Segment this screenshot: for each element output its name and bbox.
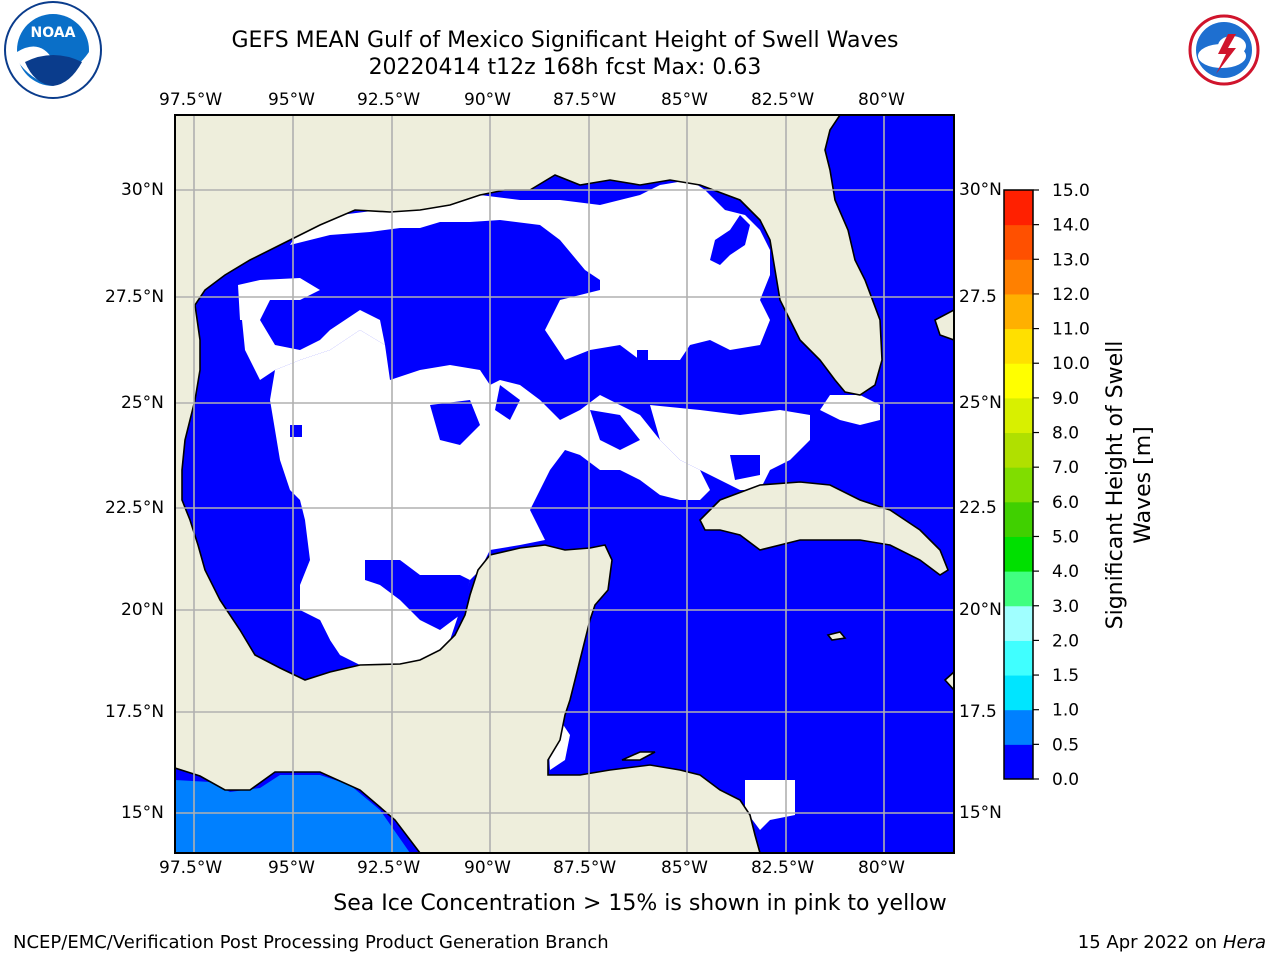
lat-label-left: 27.5°N bbox=[105, 287, 165, 307]
map-frame bbox=[174, 114, 955, 854]
colorbar-swatch bbox=[1004, 224, 1033, 260]
land bbox=[175, 115, 954, 853]
colorbar-swatch bbox=[1004, 397, 1033, 434]
graticule bbox=[175, 115, 954, 853]
swell-patches bbox=[290, 215, 760, 650]
lon-label-bottom: 87.5°W bbox=[553, 858, 617, 878]
colorbar-swatch bbox=[1004, 744, 1033, 780]
colorbar-tick-label: 13.0 bbox=[1052, 250, 1090, 270]
colorbar-tick-label: 10.0 bbox=[1052, 354, 1090, 374]
lon-label-top: 80°W bbox=[858, 90, 905, 110]
colorbar-swatch bbox=[1004, 571, 1033, 607]
colorbar-swatch bbox=[1004, 640, 1033, 676]
colorbar-swatch bbox=[1004, 328, 1033, 364]
lon-label-top: 82.5°W bbox=[751, 90, 815, 110]
lat-label-right: 25°N bbox=[959, 393, 1002, 413]
lon-label-bottom: 97.5°W bbox=[159, 858, 223, 878]
colorbar-tick-label: 2.0 bbox=[1052, 631, 1079, 651]
colorbar-swatch bbox=[1004, 709, 1033, 745]
colorbar-tick-label: 9.0 bbox=[1052, 389, 1079, 409]
chart-subtitle: 20220414 t12z 168h fcst Max: 0.63 bbox=[368, 55, 762, 80]
lon-label-bottom: 80°W bbox=[858, 858, 905, 878]
nws-logo bbox=[1176, 2, 1272, 98]
colorbar-swatch bbox=[1004, 293, 1033, 330]
noaa-label: NOAA bbox=[31, 25, 76, 41]
lon-label-bottom: 92.5°W bbox=[357, 858, 421, 878]
date-text: 15 Apr 2022 on bbox=[1077, 932, 1223, 953]
colorbar-tick-label: 8.0 bbox=[1052, 424, 1079, 444]
colorbar-tick-label: 12.0 bbox=[1052, 285, 1090, 305]
colorbar-tick-label: 3.0 bbox=[1052, 597, 1079, 617]
colorbar-tick-label: 0.5 bbox=[1052, 735, 1079, 755]
sea-ice-note: Sea Ice Concentration > 15% is shown in … bbox=[333, 891, 947, 916]
colorbar-swatch bbox=[1004, 536, 1033, 572]
lat-label-right: 27.5 bbox=[959, 287, 997, 307]
colorbar-swatch bbox=[1004, 190, 1033, 226]
colorbar-tick-label: 11.0 bbox=[1052, 320, 1090, 340]
colorbar-tick-label: 6.0 bbox=[1052, 493, 1079, 513]
colorbar-swatch bbox=[1004, 363, 1033, 399]
lon-label-top: 92.5°W bbox=[357, 90, 421, 110]
credit-text: NCEP/EMC/Verification Post Processing Pr… bbox=[13, 932, 609, 953]
lat-label-left: 30°N bbox=[121, 180, 164, 200]
colorbar-swatch bbox=[1004, 605, 1033, 641]
chart-title: GEFS MEAN Gulf of Mexico Significant Hei… bbox=[231, 28, 899, 53]
noaa-logo: NOAA bbox=[4, 1, 102, 99]
colorbar-tick-label: 4.0 bbox=[1052, 562, 1079, 582]
lon-label-bottom: 82.5°W bbox=[751, 858, 815, 878]
colorbar-swatch bbox=[1004, 675, 1033, 711]
lat-label-left: 15°N bbox=[121, 803, 164, 823]
colorbar-swatch bbox=[1004, 501, 1033, 537]
colorbar-tick-label: 14.0 bbox=[1052, 216, 1090, 236]
colorbar-tick-label: 15.0 bbox=[1052, 181, 1090, 201]
colorbar-label-line2: Waves [m] bbox=[1131, 426, 1156, 543]
lon-label-top: 97.5°W bbox=[159, 90, 223, 110]
lon-label-top: 85°W bbox=[661, 90, 708, 110]
lon-label-bottom: 95°W bbox=[268, 858, 315, 878]
colorbar-tick-label: 5.0 bbox=[1052, 527, 1079, 547]
lat-label-left: 22.5°N bbox=[105, 498, 165, 518]
colorbar-tick-label: 7.0 bbox=[1052, 458, 1079, 478]
colorbar-swatch bbox=[1004, 467, 1033, 503]
colorbar-tick-label: 1.5 bbox=[1052, 666, 1079, 686]
lat-label-right: 15°N bbox=[959, 803, 1002, 823]
lon-label-top: 95°W bbox=[268, 90, 315, 110]
colorbar-swatch bbox=[1004, 259, 1033, 295]
lat-label-right: 22.5 bbox=[959, 498, 997, 518]
lon-label-top: 87.5°W bbox=[553, 90, 617, 110]
colorbar: 0.0 0.5 1.0 1.5 2.0 3.0 4.0 5.0 6.0 7.0 8.0 9.0 10.0… bbox=[1003, 181, 1090, 790]
host-name: Hera bbox=[1222, 932, 1266, 953]
colorbar-frame bbox=[1003, 189, 1034, 780]
lon-label-top: 90°W bbox=[464, 90, 511, 110]
colorbar-tick-label: 1.0 bbox=[1052, 701, 1079, 721]
colorbar-label: Significant Height of Swell Waves [m] bbox=[1103, 341, 1156, 630]
lat-label-left: 25°N bbox=[121, 393, 164, 413]
lat-label-left: 17.5°N bbox=[105, 702, 165, 722]
date-stamp: 15 Apr 2022 on Hera bbox=[1078, 932, 1266, 954]
colorbar-swatch bbox=[1004, 432, 1033, 468]
lon-label-bottom: 90°W bbox=[464, 858, 511, 878]
colorbar-label-line1: Significant Height of Swell bbox=[1103, 341, 1128, 630]
lat-label-left: 20°N bbox=[121, 600, 164, 620]
lat-label-right: 30°N bbox=[959, 180, 1002, 200]
lat-label-right: 20°N bbox=[959, 600, 1002, 620]
lat-label-right: 17.5 bbox=[959, 702, 997, 722]
lon-label-bottom: 85°W bbox=[661, 858, 708, 878]
colorbar-tick-label: 0.0 bbox=[1052, 770, 1079, 790]
